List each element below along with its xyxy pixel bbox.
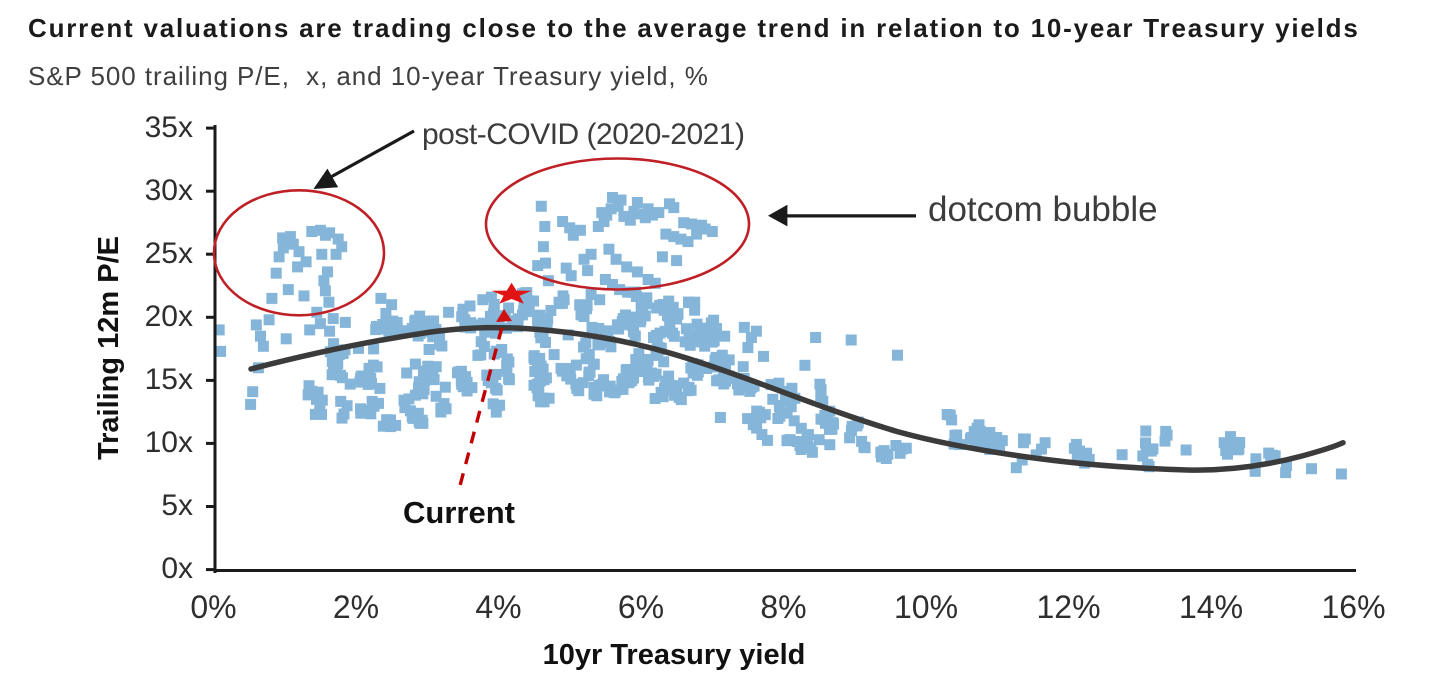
svg-text:16%: 16% xyxy=(1321,589,1385,625)
svg-text:0%: 0% xyxy=(190,589,236,625)
svg-text:35x: 35x xyxy=(145,111,193,144)
svg-text:post-COVID (2020-2021): post-COVID (2020-2021) xyxy=(422,118,745,151)
svg-text:Trailing 12m P/E: Trailing 12m P/E xyxy=(93,236,125,460)
svg-text:Current valuations are trading: Current valuations are trading close to … xyxy=(28,13,1360,43)
svg-text:10%: 10% xyxy=(894,589,958,625)
svg-text:4%: 4% xyxy=(475,589,521,625)
svg-text:Current: Current xyxy=(403,495,515,530)
svg-text:30x: 30x xyxy=(145,174,193,207)
svg-text:dotcom bubble: dotcom bubble xyxy=(928,190,1158,229)
svg-text:15x: 15x xyxy=(145,363,193,396)
svg-text:0x: 0x xyxy=(161,552,193,585)
svg-text:14%: 14% xyxy=(1179,589,1243,625)
svg-text:2%: 2% xyxy=(333,589,379,625)
svg-text:10x: 10x xyxy=(145,426,193,459)
svg-text:25x: 25x xyxy=(145,237,193,270)
svg-text:S&P 500 trailing P/E, x, and: S&P 500 trailing P/E, x, and 10-year Tre… xyxy=(28,61,709,91)
svg-text:20x: 20x xyxy=(145,300,193,333)
svg-text:5x: 5x xyxy=(161,489,193,522)
svg-text:10yr Treasury yield: 10yr Treasury yield xyxy=(543,639,806,671)
svg-text:6%: 6% xyxy=(618,589,664,625)
svg-text:12%: 12% xyxy=(1036,589,1100,625)
svg-text:8%: 8% xyxy=(760,589,806,625)
